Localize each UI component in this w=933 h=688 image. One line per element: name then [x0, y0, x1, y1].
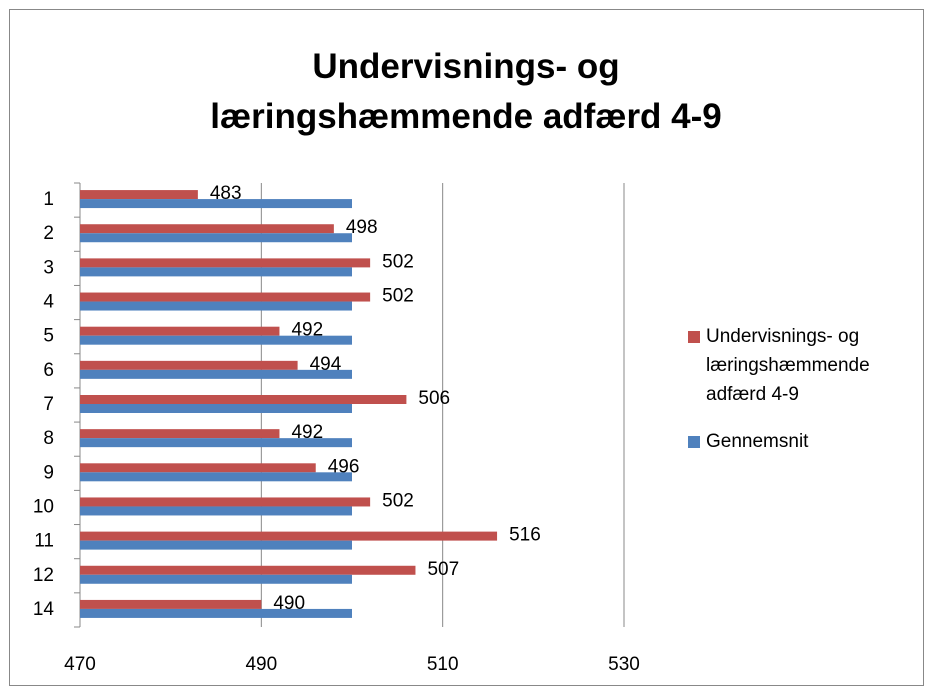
bar — [80, 360, 298, 370]
data-label: 492 — [291, 320, 323, 341]
data-label: 494 — [310, 354, 342, 375]
data-label: 490 — [273, 593, 305, 614]
data-label: 502 — [382, 286, 414, 307]
bar — [80, 497, 371, 507]
bar — [80, 506, 352, 516]
y-tick-label: 6 — [43, 360, 54, 381]
y-tick-label: 11 — [34, 531, 54, 552]
legend-swatch — [688, 436, 700, 448]
bar — [80, 369, 352, 379]
bar — [80, 301, 352, 311]
data-label: 502 — [382, 251, 414, 272]
bar — [80, 565, 416, 575]
y-tick-label: 12 — [33, 565, 54, 586]
bar — [80, 190, 198, 200]
y-tick-label: 14 — [33, 599, 55, 620]
x-tick-label: 490 — [245, 654, 277, 675]
data-label: 502 — [382, 490, 414, 511]
y-tick-label: 1 — [43, 189, 54, 210]
bar — [80, 258, 371, 268]
bar — [80, 199, 352, 209]
x-tick-label: 470 — [64, 654, 96, 675]
bar — [80, 540, 352, 550]
data-label: 492 — [291, 422, 323, 443]
legend-item: Gennemsnit — [688, 427, 918, 456]
bar — [80, 599, 262, 609]
y-tick-label: 5 — [43, 326, 54, 347]
y-tick-label: 4 — [43, 292, 54, 313]
x-tick-label: 530 — [608, 654, 640, 675]
data-label: 506 — [418, 388, 450, 409]
bar — [80, 472, 352, 482]
bar — [80, 395, 407, 404]
x-tick-label: 510 — [427, 654, 459, 675]
y-tick-label: 10 — [33, 496, 54, 517]
legend-label: Gennemsnit — [706, 431, 809, 452]
bar — [80, 404, 352, 413]
legend-swatch — [688, 331, 700, 343]
y-tick-label: 2 — [43, 223, 54, 244]
data-label: 507 — [427, 559, 459, 580]
bar — [80, 531, 498, 541]
legend-label: Undervisnings- og læringshæmmende adfærd… — [706, 326, 870, 405]
bar — [80, 574, 352, 584]
legend: Undervisnings- og læringshæmmende adfærd… — [688, 322, 918, 474]
bar — [80, 267, 352, 277]
bar — [80, 463, 316, 473]
data-label: 516 — [509, 525, 541, 546]
bar — [80, 233, 352, 243]
bar — [80, 326, 280, 336]
legend-item: Undervisnings- og læringshæmmende adfærd… — [688, 322, 918, 409]
bar — [80, 335, 352, 345]
bar — [80, 608, 352, 618]
y-tick-label: 8 — [43, 428, 54, 449]
y-tick-label: 7 — [43, 394, 54, 415]
data-label: 496 — [328, 456, 360, 477]
y-tick-label: 9 — [43, 462, 54, 483]
chart-title: Undervisnings- og læringshæmmende adfærd… — [210, 47, 722, 136]
bar — [80, 429, 280, 439]
bar — [80, 438, 352, 448]
data-label: 483 — [210, 183, 242, 204]
bar — [80, 224, 334, 234]
bar — [80, 292, 371, 302]
y-tick-label: 3 — [43, 257, 54, 278]
data-label: 498 — [346, 217, 378, 238]
